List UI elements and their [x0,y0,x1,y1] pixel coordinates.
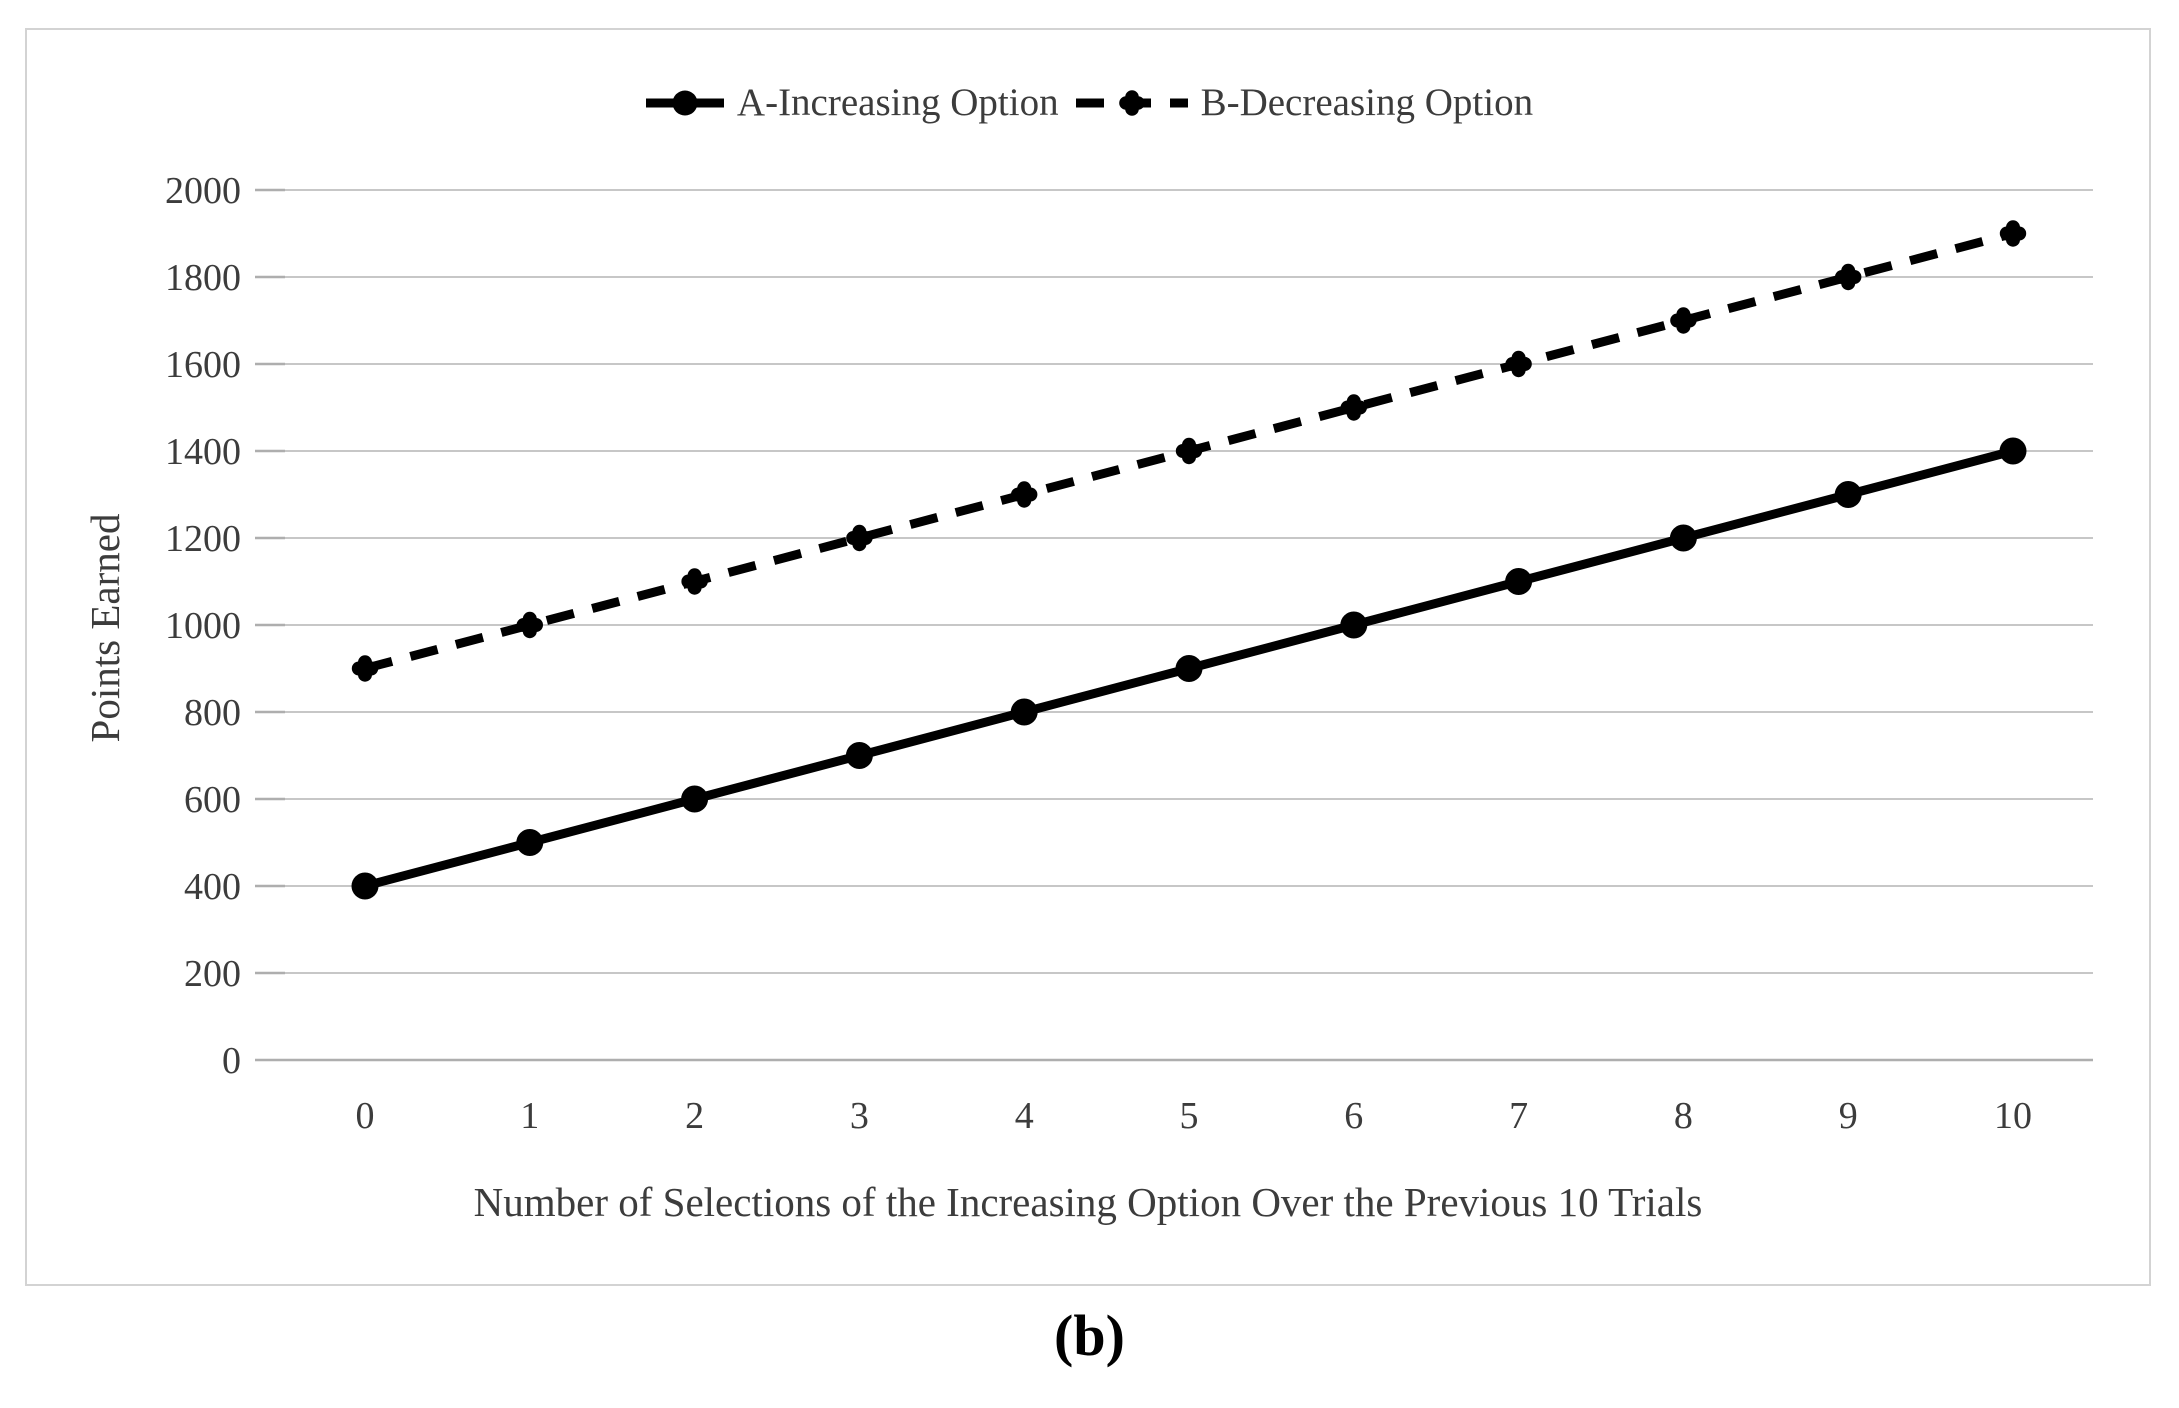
data-point [1340,611,1368,639]
y-tick-label: 400 [184,866,241,908]
clover-marker-icon [1118,89,1145,116]
data-point [845,742,873,769]
data-point [1340,394,1367,421]
y-tick-label: 1200 [165,518,241,560]
y-tick-label: 1800 [165,257,241,299]
line-chart: 0 200 400 600 800 1000 1200 1400 1600 1800 2000 0 1 2… [82,170,2093,1225]
legend-label-decreasing: B-Decreasing Option [1200,81,1534,124]
legend: A-Increasing Option B-Decreasing Option [27,80,2149,125]
x-tick-label: 4 [1015,1095,1034,1137]
x-tick-label: 10 [1994,1095,2032,1137]
data-point [351,655,379,682]
data-point [1835,263,1862,291]
data-point [681,785,709,813]
x-axis-title: Number of Selections of the Increasing O… [474,1179,1703,1225]
y-tick-label: 1400 [165,431,241,473]
y-tick-label: 2000 [165,170,241,212]
y-tick-label: 1600 [165,344,241,386]
data-point [1834,481,1862,508]
y-tick-label: 1000 [165,605,241,647]
data-point [1175,437,1203,465]
chart-panel: A-Increasing Option B-Decreasing Option … [25,28,2151,1286]
data-point [1999,437,2027,465]
data-point [1999,220,2027,247]
x-tick-label: 9 [1839,1095,1858,1137]
x-tick-label: 2 [685,1095,704,1137]
data-point [681,568,708,595]
data-point [1175,655,1203,682]
data-point [1670,307,1697,334]
series-markers-increasing [351,437,2027,900]
y-axis-ticks [255,188,285,1062]
data-point [1505,568,1533,595]
legend-item-increasing: A-Increasing Option [643,80,1059,125]
data-point [1011,481,1038,508]
x-tick-label: 0 [356,1095,375,1137]
y-tick-label: 800 [184,692,241,734]
gridlines [285,189,2093,1062]
data-point [846,524,873,552]
x-tick-label: 8 [1674,1095,1693,1137]
legend-label-increasing: A-Increasing Option [736,81,1059,124]
x-tick-label: 3 [850,1095,869,1137]
y-tick-label: 600 [184,779,241,821]
x-tick-labels: 0 1 2 3 4 5 6 7 8 9 10 [356,1095,2033,1137]
data-point [1669,524,1697,552]
legend-solid-line-icon [645,90,724,115]
legend-dashed-line-icon [1075,89,1188,116]
figure-caption: (b) [1054,1303,1125,1368]
x-tick-label: 5 [1180,1095,1199,1137]
y-tick-label: 200 [184,953,241,995]
legend-item-decreasing: B-Decreasing Option [1073,80,1534,125]
series-markers-decreasing [351,220,2027,682]
data-point [1010,698,1038,726]
data-point [516,611,543,639]
chart-generated: 0 200 400 600 800 1000 1200 1400 1600 1800 2000 0 1 2… [165,170,2093,1137]
data-point [1505,350,1532,378]
data-point [351,872,379,900]
y-tick-labels: 0 200 400 600 800 1000 1200 1400 1600 1800 2000 [165,170,241,1082]
x-tick-label: 1 [520,1095,539,1137]
y-tick-label: 0 [222,1040,241,1082]
data-point [516,829,544,856]
y-axis-title: Points Earned [82,514,128,743]
x-tick-label: 7 [1509,1095,1528,1137]
x-tick-label: 6 [1344,1095,1363,1137]
